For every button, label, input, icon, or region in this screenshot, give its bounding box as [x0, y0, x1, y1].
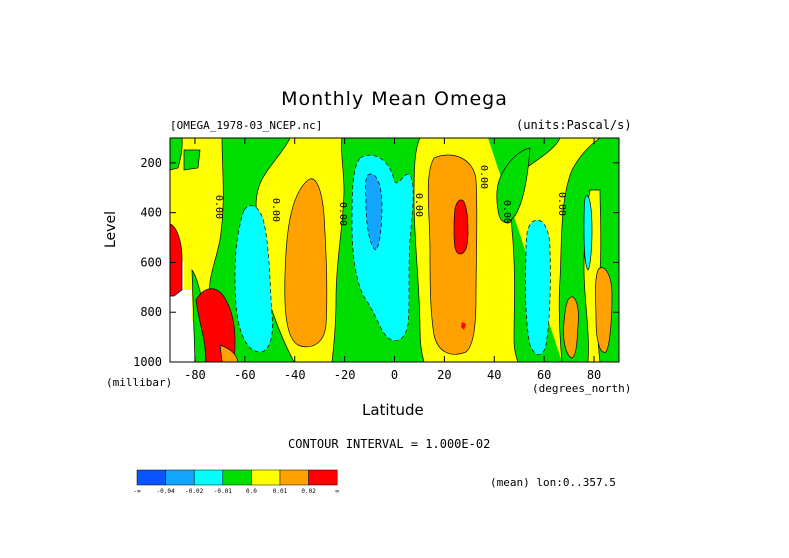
colorbar-label: -∞	[133, 488, 141, 495]
chart-title: Monthly Mean Omega	[281, 88, 508, 110]
region-negative-weak	[488, 138, 619, 362]
colorbar-label: -0.04	[157, 488, 175, 495]
colorbar: -∞ -0.04 -0.02 -0.01 0.0 0.01 0.02 ∞	[133, 469, 339, 495]
y-axis: 200 400 600 800 1000	[133, 156, 619, 369]
x-tick-label: 0	[391, 368, 398, 382]
y-axis-unit: (millibar)	[106, 376, 173, 389]
x-tick-label: -20	[334, 368, 356, 382]
x-tick-label: 40	[487, 368, 501, 382]
y-tick-label: 600	[140, 255, 162, 269]
contour-label: 0.00	[213, 195, 224, 219]
x-tick-label: 20	[437, 368, 451, 382]
colorbar-swatch	[222, 469, 252, 486]
mean-longitude-label: (mean) lon:0..357.5	[490, 476, 616, 489]
x-tick-label: -80	[184, 368, 206, 382]
x-axis-title: Latitude	[362, 401, 424, 419]
colorbar-swatch	[251, 469, 281, 486]
colorbar-swatch	[165, 469, 195, 486]
colorbar-swatch	[136, 469, 166, 486]
colorbar-swatch	[308, 469, 338, 486]
contour-label: 0.00	[501, 200, 512, 224]
y-tick-label: 400	[140, 206, 162, 220]
file-label: [OMEGA_1978-03_NCEP.nc]	[170, 119, 323, 132]
contour-label: 0.00	[478, 165, 489, 189]
y-tick-label: 1000	[133, 355, 162, 369]
region-positive-strong	[170, 223, 183, 297]
y-tick-label: 800	[140, 305, 162, 319]
colorbar-label: -0.01	[214, 488, 232, 495]
region-negative-moderate	[525, 219, 551, 356]
contour-label: 0.00	[270, 198, 281, 222]
x-tick-label: -40	[284, 368, 306, 382]
colorbar-label: 0.01	[273, 488, 288, 495]
y-tick-label: 200	[140, 156, 162, 170]
x-tick-label: -60	[234, 368, 256, 382]
region-positive-moderate	[219, 344, 239, 362]
contour-label: 0.00	[556, 192, 567, 216]
colorbar-label: 0.0	[246, 488, 257, 495]
colorbar-swatch	[193, 469, 224, 486]
colorbar-label: ∞	[335, 488, 339, 495]
contour-interval-label: CONTOUR INTERVAL = 1.000E-02	[288, 437, 491, 451]
colorbar-swatch	[279, 469, 309, 486]
region-positive-strong	[453, 199, 469, 255]
colorbar-label: -0.02	[185, 488, 203, 495]
region-negative-weak	[183, 149, 201, 171]
contour-fill-layer	[170, 138, 619, 362]
region-negative-moderate	[234, 205, 273, 353]
region-positive-moderate	[595, 267, 613, 353]
region-positive-strong	[461, 322, 466, 330]
x-tick-label: 60	[537, 368, 551, 382]
contour-label: 0.00	[413, 193, 424, 217]
region-negative-weak	[496, 147, 531, 223]
units-label: (units:Pascal/s)	[516, 118, 632, 132]
x-tick-label: 80	[587, 368, 601, 382]
region-negative-weak	[170, 138, 183, 171]
region-negative-strong	[365, 173, 383, 251]
region-positive-moderate	[284, 178, 328, 348]
region-negative-moderate	[583, 195, 593, 271]
x-axis-unit: (degrees_north)	[532, 382, 632, 395]
colorbar-label: 0.02	[301, 488, 316, 495]
contour-label-layer: 0.00 0.00 0.00 0.00 0.00 0.00 0.00	[213, 165, 567, 226]
x-axis: -80 -60 -40 -20 0 20 40 60 80	[184, 138, 601, 382]
region-positive-strong	[195, 288, 236, 362]
contour-label: 0.00	[337, 202, 348, 226]
region-positive-moderate	[427, 154, 478, 355]
region-positive-moderate	[563, 296, 579, 359]
